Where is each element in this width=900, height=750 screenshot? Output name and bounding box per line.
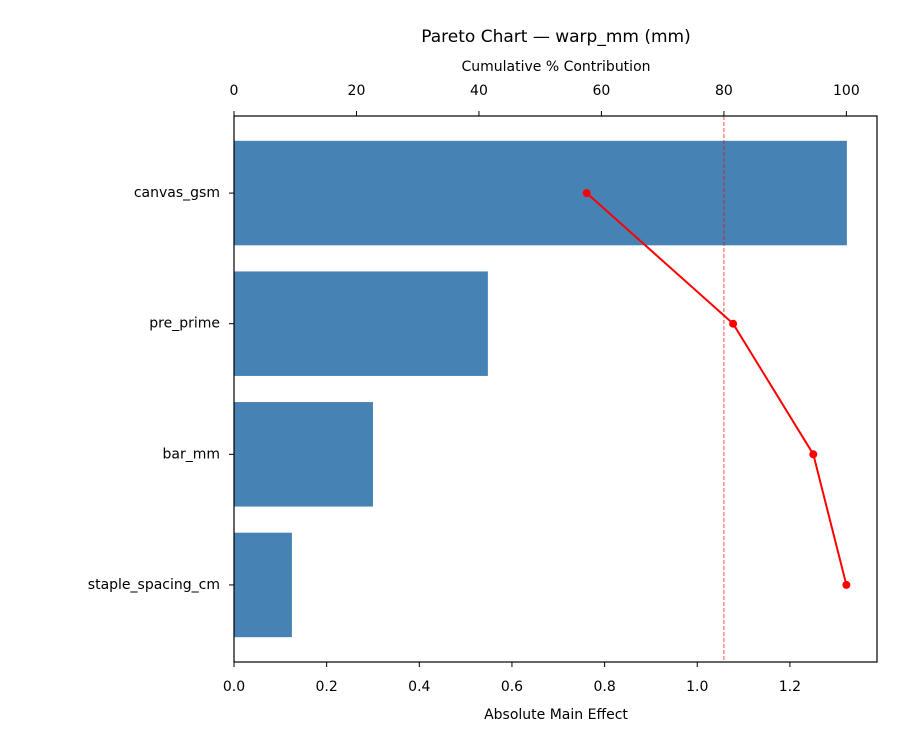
bar: [234, 532, 292, 638]
y-tick-label: staple_spacing_cm: [88, 577, 220, 593]
x2-tick-label: 100: [833, 83, 860, 99]
bar: [234, 271, 488, 376]
cumulative-point: [582, 189, 591, 198]
cumulative-point: [842, 580, 851, 589]
x-tick-label: 0.0: [223, 679, 245, 695]
x-tick-label: 0.8: [593, 679, 615, 695]
cumulative-point: [809, 450, 818, 459]
x-tick-label: 1.0: [686, 679, 708, 695]
x-tick-label: 0.4: [408, 679, 430, 695]
y-tick-label: bar_mm: [163, 446, 221, 462]
plot-frame: [233, 115, 878, 663]
x2-tick-label: 20: [348, 83, 366, 99]
y-tick-label: canvas_gsm: [134, 185, 220, 201]
x2-tick-label: 80: [715, 83, 733, 99]
x-tick-label: 0.2: [316, 679, 338, 695]
x2-tick-label: 0: [230, 83, 239, 99]
y-tick-label: pre_prime: [149, 316, 220, 332]
bar: [234, 140, 847, 246]
x-tick-label: 0.6: [501, 679, 523, 695]
x2-tick-label: 60: [593, 83, 611, 99]
x-tick-label: 1.2: [779, 679, 801, 695]
x2-axis-label: Cumulative % Contribution: [461, 59, 650, 75]
chart-title: Pareto Chart — warp_mm (mm): [421, 27, 691, 47]
bar: [234, 402, 373, 507]
x-axis-label: Absolute Main Effect: [484, 707, 628, 723]
x2-tick-label: 40: [470, 83, 488, 99]
cumulative-line: [586, 192, 848, 586]
cumulative-point: [729, 319, 738, 328]
